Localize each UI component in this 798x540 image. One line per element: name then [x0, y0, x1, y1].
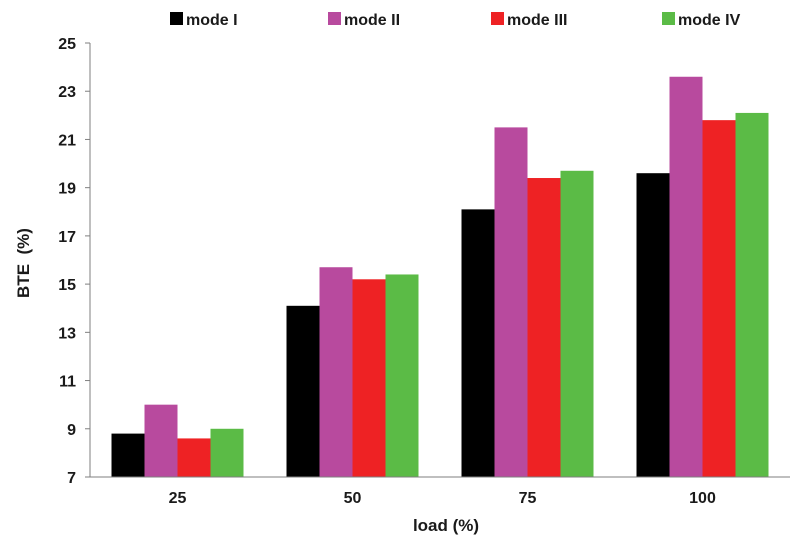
bar-mode-ii-100 — [669, 76, 703, 477]
y-axis-title: BTE (%) — [14, 228, 33, 298]
bar-mode-ii-25 — [144, 404, 178, 477]
legend-label: mode III — [507, 12, 567, 29]
legend-swatch — [170, 12, 183, 25]
bar-mode-iv-100 — [735, 112, 769, 477]
x-axis-title: load (%) — [413, 516, 479, 535]
y-axis-ticks: 7 9 11 13 15 17 19 21 23 25 — [58, 36, 90, 487]
x-tick-label: 50 — [344, 490, 362, 507]
bar-mode-iii-75 — [527, 178, 561, 477]
bar-mode-ii-75 — [494, 127, 528, 477]
legend-swatch — [491, 12, 504, 25]
legend-label: mode II — [344, 12, 400, 29]
bar-mode-i-25 — [111, 433, 145, 477]
y-tick-label: 7 — [67, 470, 76, 487]
y-tick-label: 13 — [58, 325, 76, 342]
y-tick-label: 9 — [67, 422, 76, 439]
y-tick-label: 25 — [58, 36, 76, 53]
y-tick-label: 15 — [58, 277, 76, 294]
y-tick-label: 21 — [58, 132, 76, 149]
y-tick-label: 17 — [58, 229, 76, 246]
x-tick-label: 25 — [169, 490, 187, 507]
legend: mode I mode II mode III mode IV — [170, 12, 741, 29]
bars — [111, 76, 769, 478]
x-tick-label: 100 — [689, 490, 716, 507]
bar-mode-iv-75 — [560, 170, 594, 478]
y-tick-label: 19 — [58, 181, 76, 198]
legend-swatch — [328, 12, 341, 25]
bar-mode-i-100 — [636, 173, 670, 477]
bar-mode-i-50 — [286, 305, 320, 477]
legend-label: mode IV — [678, 12, 741, 29]
y-tick-label: 11 — [59, 374, 76, 391]
bar-mode-iii-25 — [177, 438, 211, 477]
bar-mode-iv-50 — [385, 274, 419, 477]
x-axis-ticks: 25 50 75 100 — [169, 490, 716, 507]
bar-mode-iii-100 — [702, 120, 736, 478]
bar-mode-ii-50 — [319, 267, 353, 477]
legend-label: mode I — [186, 12, 238, 29]
bar-mode-iii-50 — [352, 279, 386, 477]
bar-mode-i-75 — [461, 209, 495, 477]
y-tick-label: 23 — [58, 84, 76, 101]
x-tick-label: 75 — [519, 490, 537, 507]
bar-mode-iv-25 — [210, 428, 244, 477]
legend-swatch — [662, 12, 675, 25]
